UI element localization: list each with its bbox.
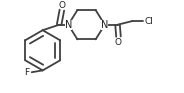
Text: N: N bbox=[65, 20, 72, 30]
Text: O: O bbox=[58, 1, 65, 10]
Text: N: N bbox=[101, 20, 109, 30]
Text: O: O bbox=[115, 38, 122, 47]
Text: F: F bbox=[24, 68, 29, 77]
Text: Cl: Cl bbox=[145, 17, 154, 26]
